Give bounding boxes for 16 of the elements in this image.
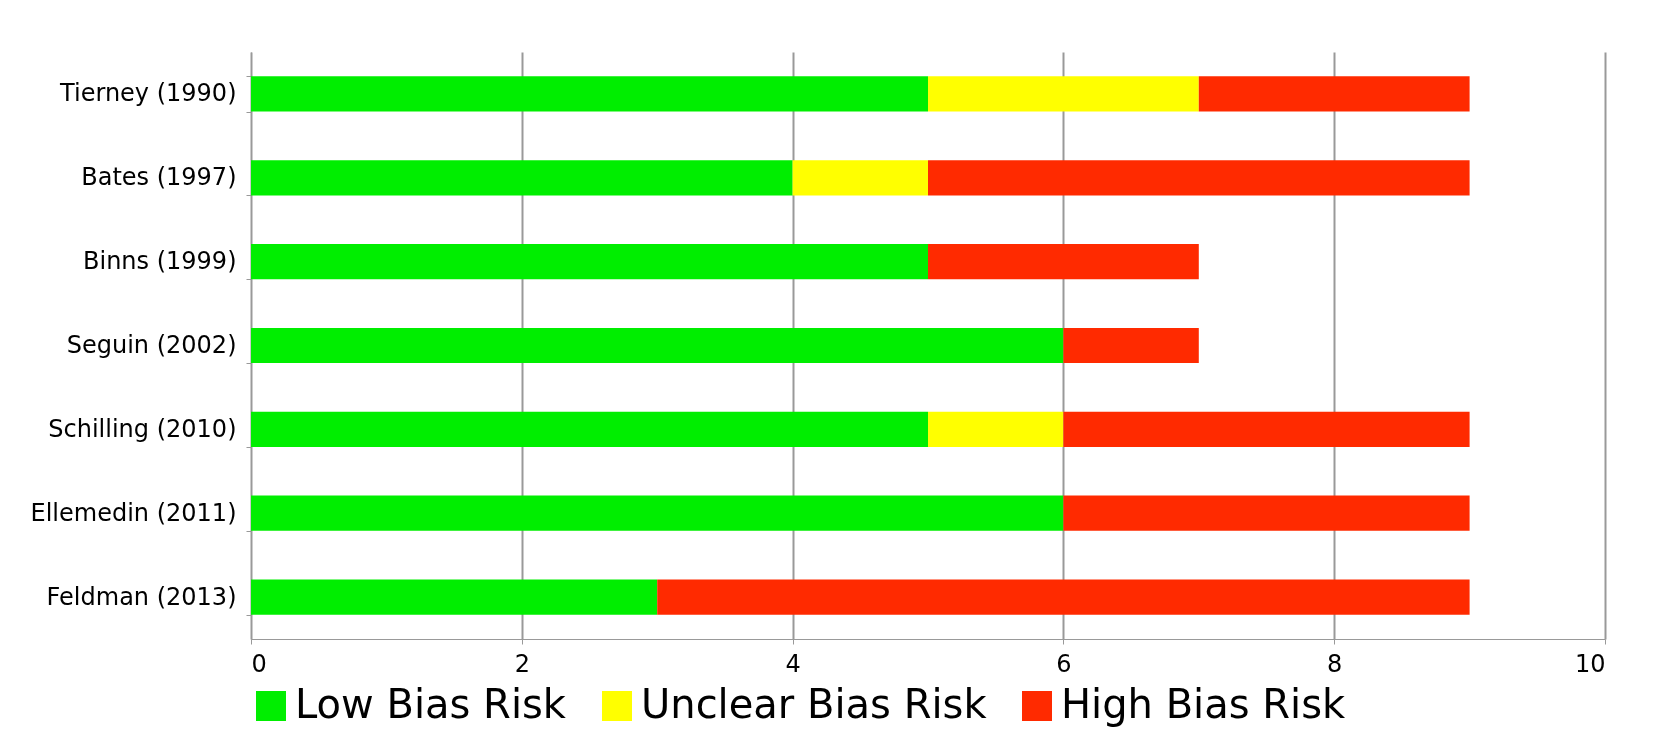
y-tick-label: Seguin (2002) xyxy=(66,331,237,359)
x-tick-label: 2 xyxy=(514,649,530,678)
x-tick-label: 4 xyxy=(785,649,801,678)
x-tick-label: 8 xyxy=(1327,649,1343,678)
x-tick-label: 0 xyxy=(251,649,267,678)
y-tick-label: Tierney (1990) xyxy=(59,79,237,108)
y-tick-label: Binns (1999) xyxy=(83,247,237,276)
legend-label: High Bias Risk xyxy=(1061,681,1347,727)
y-tick-label: Ellemedin (2011) xyxy=(30,498,237,527)
x-tick-label: 10 xyxy=(1574,649,1606,678)
y-tick-label: Feldman (2013) xyxy=(46,582,237,611)
x-tick-label: 6 xyxy=(1056,649,1072,678)
y-tick-label: Schilling (2010) xyxy=(48,414,237,443)
y-tick-label: Bates (1997) xyxy=(81,163,237,192)
legend-label: Unclear Bias Risk xyxy=(641,681,988,727)
legend-label: Low Bias Risk xyxy=(295,681,567,727)
